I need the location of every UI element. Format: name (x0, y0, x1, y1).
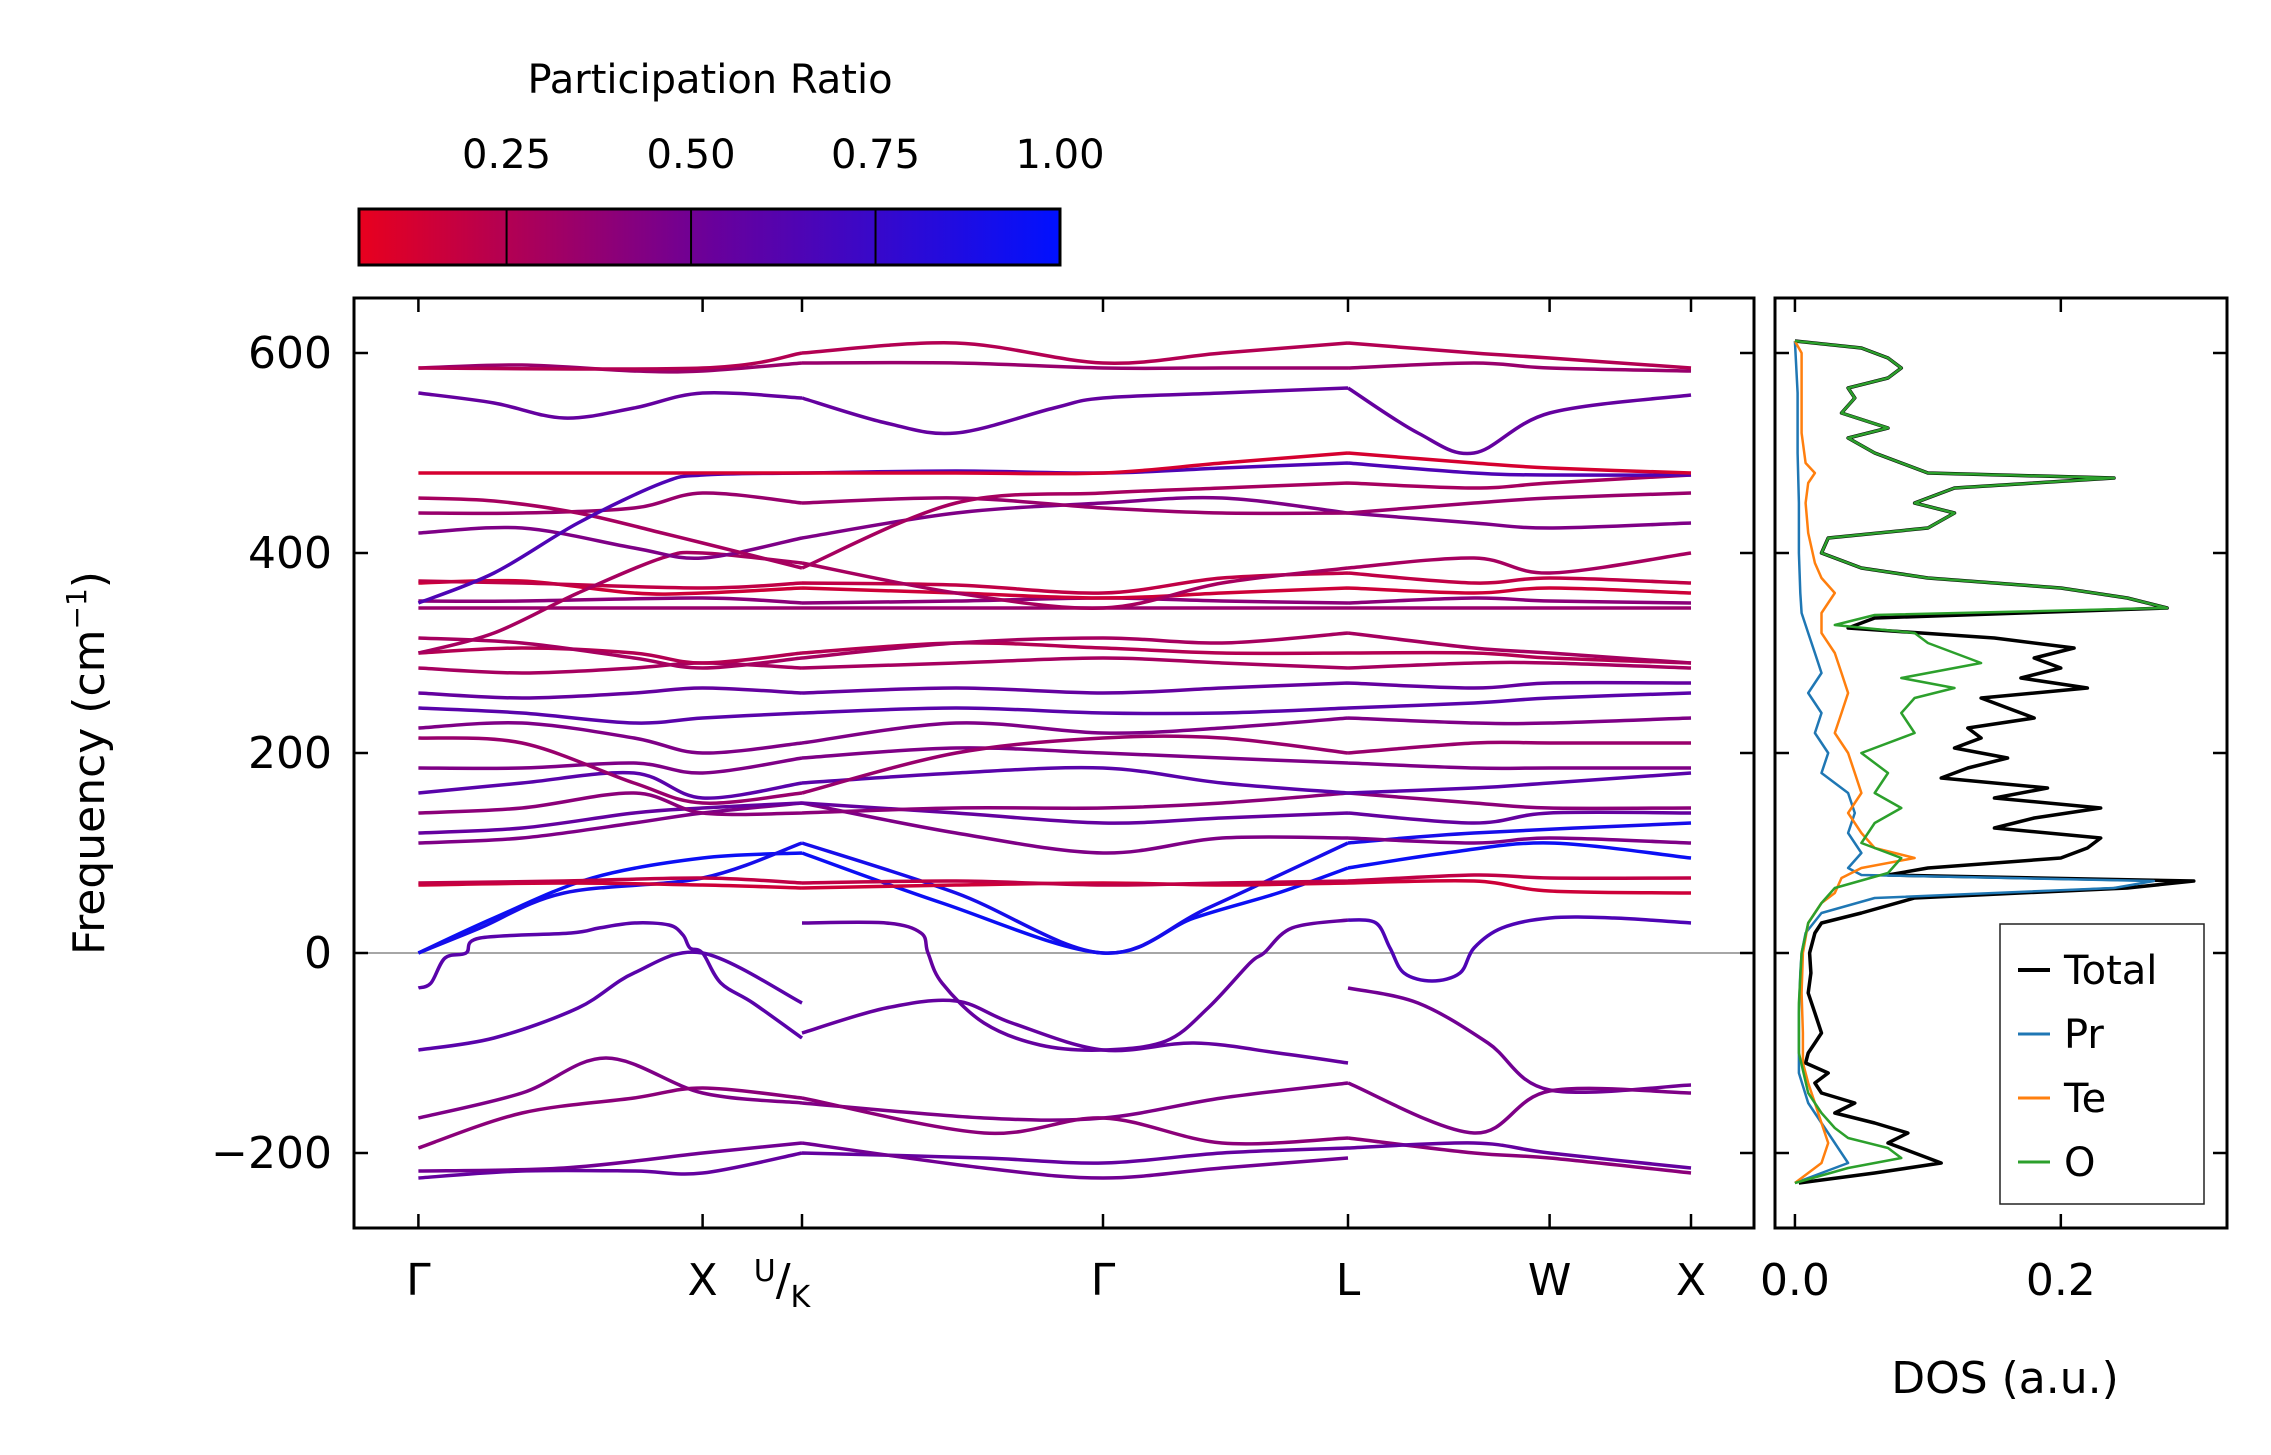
y-tick-label-0: −200 (211, 1128, 332, 1179)
branch-opt-185 (418, 746, 1691, 775)
branch-opt-260 (418, 680, 1692, 700)
dos-line-te (1793, 340, 1916, 1184)
branch-acoustic-1 (417, 841, 1692, 955)
branch-opt-140 (418, 791, 1692, 817)
legend-label-pr: Pr (2064, 1012, 2104, 1058)
branch-opt-low-4 (417, 1056, 1692, 1135)
k-point-label-5: W (1528, 1255, 1572, 1306)
colorbar-tick-label-2: 0.75 (831, 132, 920, 178)
dos-x-axis-label: DOS (a.u.) (1891, 1353, 2119, 1404)
y-tick-label-1: 0 (304, 928, 332, 979)
band-axes-frame (352, 296, 1756, 1230)
branch-opt-385 (417, 550, 1692, 655)
y-tick-label-4: 600 (248, 328, 332, 379)
legend-label-te: Te (2063, 1076, 2106, 1122)
branch-opt-605 (418, 341, 1692, 371)
k-point-label-1: X (688, 1255, 718, 1306)
dos-x-tick-label-1: 0.2 (2026, 1255, 2096, 1306)
y-tick-label-2: 200 (248, 728, 332, 779)
k-point-label-4: L (1336, 1255, 1361, 1306)
legend-label-total: Total (2063, 948, 2157, 994)
branch-opt-110 (418, 801, 1692, 855)
dos-x-tick-label-0: 0.0 (1760, 1255, 1830, 1306)
branch-opt-60 (418, 878, 1692, 895)
branch-opt-160 (418, 765, 1692, 800)
colorbar: Participation Ratio 0.25 0.50 0.75 1.00 (357, 57, 1105, 267)
branch-opt-low-6 (418, 1141, 1692, 1180)
colorbar-tick-label-3: 1.00 (1015, 132, 1104, 178)
dos-line-o (1794, 339, 2169, 1185)
branch-soft-Gamma-X (417, 921, 804, 1040)
branch-opt-585 (418, 360, 1692, 374)
colorbar-gradient (357, 207, 1062, 267)
colorbar-tick-label-0: 0.25 (462, 132, 551, 178)
dos-axes-frame (1773, 296, 2229, 1230)
branch-opt-245 (418, 691, 1692, 725)
colorbar-label: Participation Ratio (527, 57, 892, 103)
branch-opt-555 (418, 386, 1692, 456)
dos-legend: Total Pr Te O (1999, 923, 2205, 1205)
k-point-label-0: Γ (406, 1255, 431, 1306)
y-axis-label: Frequency (cm−1) (60, 571, 115, 955)
branch-opt-480 (418, 451, 1692, 476)
k-point-label-3: Γ (1091, 1255, 1116, 1306)
branch-opt-low-3 (1347, 986, 1692, 1095)
colorbar-tick-label-1: 0.50 (647, 132, 736, 178)
branch-opt-285 (418, 656, 1692, 675)
k-point-label-2: U/K (754, 1254, 812, 1315)
dos-panel: 0.0 0.2 DOS (a.u.) Total Pr Te O (1760, 296, 2229, 1404)
branch-soft-L-W (1347, 915, 1692, 983)
branch-opt-455 (418, 473, 1692, 570)
branch-opt-355 (418, 596, 1692, 605)
k-point-label-6: X (1676, 1255, 1706, 1306)
legend-label-o: O (2064, 1140, 2095, 1186)
branch-opt-225 (418, 716, 1692, 755)
branch-opt-low-1 (418, 950, 803, 1052)
branch-opt-440 (418, 491, 1692, 516)
branch-opt-300 (418, 641, 1692, 665)
branch-opt-low-2 (801, 998, 1349, 1065)
branch-opt-215 (418, 734, 1691, 805)
branch-opt-low-7 (418, 1141, 1349, 1180)
y-tick-label-3: 400 (248, 528, 332, 579)
branch-soft-K-Gamma (801, 918, 1349, 1052)
branch-opt-315 (418, 631, 1692, 670)
branch-opt-75 (418, 873, 1692, 887)
band-structure-panel: −200 0 200 400 600 Γ X U/K Γ L W X Frequency (cm−1… (60, 296, 1756, 1315)
